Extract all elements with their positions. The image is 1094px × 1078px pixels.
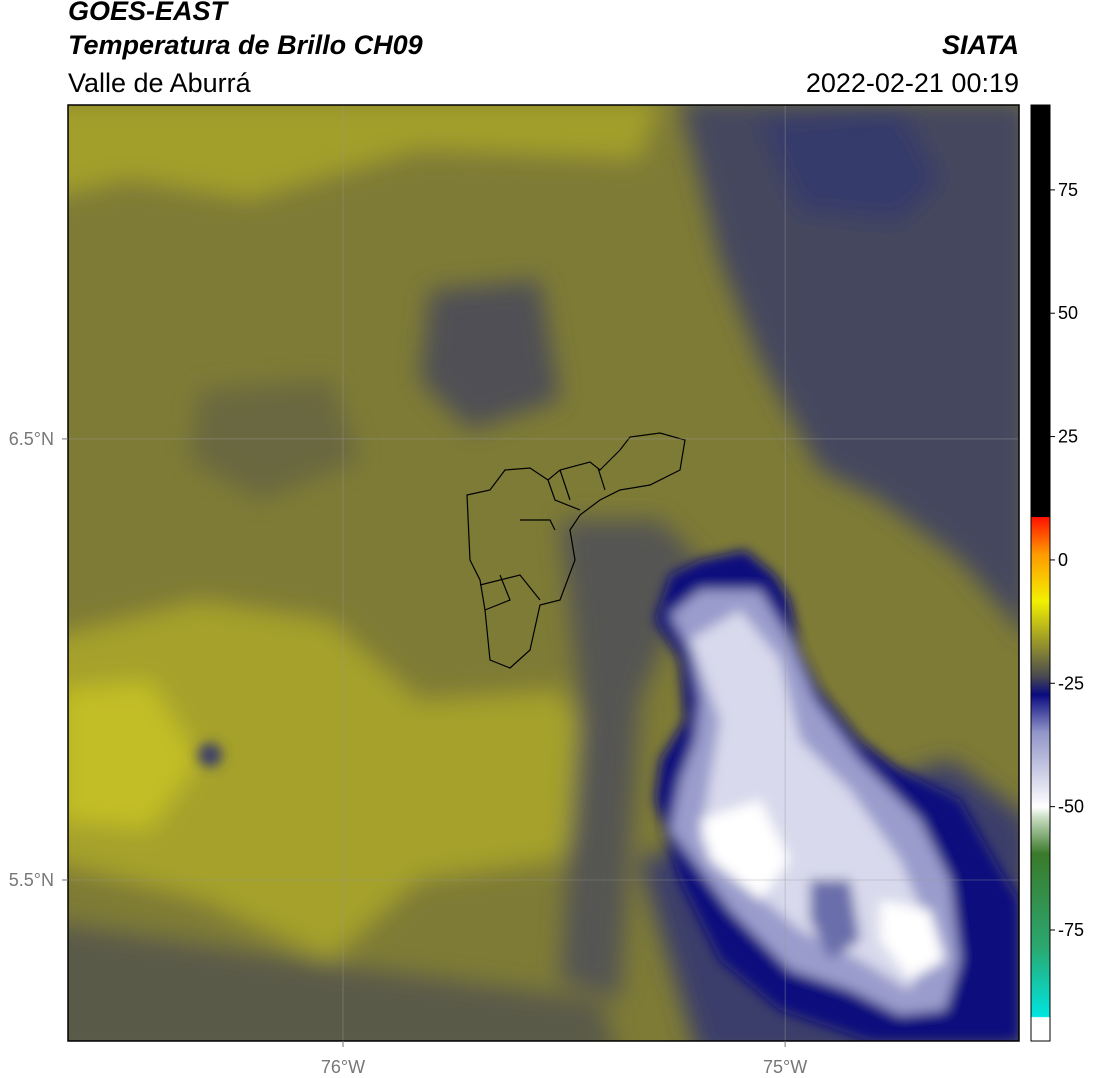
colorbar-tick-label: -75	[1058, 920, 1084, 940]
agency: SIATA	[942, 30, 1019, 60]
colorbar-tick-label: 50	[1058, 303, 1078, 323]
colorbar-tick-label: 0	[1058, 550, 1068, 570]
datetime: 2022-02-21 00:19	[806, 68, 1019, 98]
region: Valle de Aburrá	[68, 68, 252, 98]
product: Temperatura de Brillo CH09	[68, 30, 423, 60]
x-tick-label: 76°W	[321, 1057, 365, 1077]
colorbar-tick-label: -50	[1058, 797, 1084, 817]
x-tick-label: 75°W	[763, 1057, 807, 1077]
colorbar	[1030, 104, 1051, 1042]
satellite: GOES-EAST	[68, 0, 230, 26]
colorbar-tick-label: 25	[1058, 427, 1078, 447]
map-field	[68, 105, 1019, 1041]
map-frame	[67, 104, 1020, 1042]
grid	[68, 105, 1019, 1041]
colorbar-tick-label: 75	[1058, 180, 1078, 200]
y-tick-label: 6.5°N	[9, 429, 54, 449]
y-tick-label: 5.5°N	[9, 870, 54, 890]
colorbar-tick-label: -25	[1058, 673, 1084, 693]
